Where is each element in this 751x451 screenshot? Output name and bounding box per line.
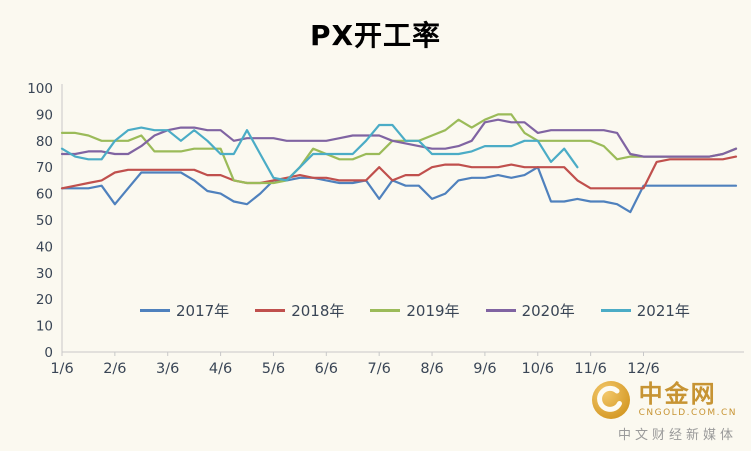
legend-label: 2018年 (291, 302, 345, 320)
x-axis-label: 8/6 (420, 361, 443, 377)
chart-title: PX开工率 (309, 19, 442, 52)
y-axis-label: 10 (36, 319, 53, 335)
legend-item: 2020年 (485, 300, 575, 321)
legend-swatch (370, 309, 401, 312)
legend-item: 2021年 (600, 300, 690, 321)
chart-legend: 2017年 2018年 2019年 2020年 2021年 (140, 300, 690, 321)
legend-swatch (600, 309, 631, 312)
y-axis-label: 20 (36, 292, 53, 308)
legend-item: 2017年 (140, 300, 229, 321)
brand-watermark: 中金网 CNGOLD.COM.CN 中文财经新媒体 (591, 380, 737, 443)
y-axis-label: 0 (44, 345, 53, 361)
legend-label: 2020年 (521, 302, 575, 320)
legend-label: 2017年 (176, 302, 230, 320)
x-axis-label: 11/6 (574, 361, 607, 377)
x-axis-label: 6/6 (315, 361, 338, 377)
series-line (60, 118, 738, 158)
series-line (60, 113, 738, 185)
series-line (60, 155, 738, 190)
x-axis-label: 7/6 (368, 361, 391, 377)
legend-label: 2021年 (636, 302, 690, 320)
y-axis-label: 90 (36, 107, 53, 123)
y-axis-label: 30 (36, 266, 53, 282)
y-axis-label: 100 (27, 81, 53, 97)
x-axis-label: 4/6 (209, 361, 232, 377)
brand-domain: CNGOLD.COM.CN (638, 407, 737, 418)
legend-label: 2019年 (406, 302, 460, 320)
brand-tagline: 中文财经新媒体 (617, 428, 737, 443)
series-line (60, 166, 738, 214)
legend-swatch (140, 309, 170, 312)
series-line (60, 123, 579, 182)
y-axis-label: 40 (36, 239, 53, 255)
y-axis-label: 80 (36, 134, 53, 150)
x-axis-label: 2/6 (103, 361, 126, 377)
x-axis-label: 3/6 (156, 361, 179, 377)
brand-text: 中金网 CNGOLD.COM.CN (638, 380, 737, 418)
legend-item: 2018年 (255, 300, 344, 321)
cngold-logo-icon (591, 381, 630, 419)
x-axis-label: 5/6 (262, 361, 285, 377)
x-axis-label: 9/6 (473, 361, 496, 377)
x-axis-label: 12/6 (627, 361, 660, 377)
x-axis-label: 1/6 (50, 361, 73, 377)
legend-swatch (255, 309, 286, 312)
y-axis-label: 60 (36, 187, 53, 203)
legend-item: 2019年 (370, 300, 460, 321)
x-axis-label: 10/6 (521, 361, 554, 377)
y-axis-label: 70 (36, 160, 53, 176)
brand-row: 中金网 CNGOLD.COM.CN (591, 380, 737, 420)
brand-name: 中金网 (638, 380, 717, 409)
legend-swatch (485, 309, 516, 312)
y-axis-label: 50 (36, 213, 53, 229)
